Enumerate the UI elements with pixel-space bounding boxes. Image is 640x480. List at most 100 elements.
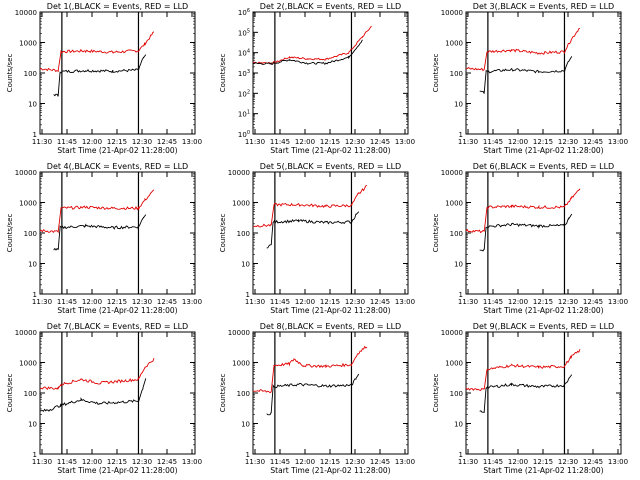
x-tick-label: 12:30	[558, 138, 578, 146]
lld-series-line	[39, 31, 155, 73]
y-tick-label: 1	[459, 131, 463, 139]
x-tick-label: 13:00	[182, 138, 202, 146]
y-tick-label: 100	[24, 390, 37, 398]
x-axis-label: Start Time (21-Apr-02 11:28:00)	[57, 466, 177, 475]
y-tick-label: 10000	[441, 169, 463, 177]
y-tick-label: 1000	[19, 200, 37, 208]
plot-frame	[39, 11, 196, 135]
chart-panel-4: Det 4(,BLACK = Events, RED = LLD 1 10 100 10…	[6, 162, 202, 315]
y-tick-label: 1000	[232, 200, 250, 208]
x-tick-label: 12:00	[82, 298, 102, 306]
x-axis-label: Start Time (21-Apr-02 11:28:00)	[57, 306, 177, 315]
x-tick-label: 12:15	[533, 138, 553, 146]
y-tick-label: 1	[459, 291, 463, 299]
events-series-line	[479, 56, 573, 94]
x-tick-label: 13:00	[395, 138, 415, 146]
x-tick-label: 12:00	[508, 458, 528, 466]
events-series-line	[53, 54, 147, 97]
chart-panel-8: Det 8(,BLACK = Events, RED = LLD 1 10 100 10…	[219, 322, 415, 475]
x-tick-label: 12:30	[558, 298, 578, 306]
x-tick-label: 12:45	[370, 458, 390, 466]
x-tick-label: 12:15	[533, 298, 553, 306]
x-tick-label: 11:30	[32, 298, 52, 306]
x-tick-label: 11:45	[483, 138, 503, 146]
y-tick-label: 1000	[445, 200, 463, 208]
x-tick-label: 13:00	[608, 458, 628, 466]
x-tick-label: 12:15	[107, 138, 127, 146]
x-tick-label: 11:45	[57, 298, 77, 306]
x-tick-label: 11:45	[270, 298, 290, 306]
y-tick-label: 1	[33, 451, 37, 459]
x-tick-label: 12:45	[157, 458, 177, 466]
x-axis-label: Start Time (21-Apr-02 11:28:00)	[57, 146, 177, 155]
y-tick-label: 101	[238, 110, 250, 119]
x-tick-label: 13:00	[182, 298, 202, 306]
lld-series-line	[252, 185, 368, 228]
plot-frame	[252, 171, 409, 295]
events-series-line	[266, 211, 360, 249]
y-tick-label: 10000	[228, 169, 250, 177]
y-tick-label: 10000	[15, 329, 37, 337]
y-tick-label: 1	[246, 291, 250, 299]
y-tick-label: 10	[241, 261, 250, 269]
x-tick-label: 12:15	[107, 458, 127, 466]
x-tick-label: 12:15	[320, 298, 340, 306]
chart-panel-6: Det 6(,BLACK = Events, RED = LLD 1 10 100 10…	[432, 162, 628, 315]
x-axis-label: Start Time (21-Apr-02 11:28:00)	[483, 306, 603, 315]
x-tick-label: 11:30	[245, 138, 265, 146]
chart-title: Det 2(,BLACK = Events, RED = LLD	[260, 2, 401, 11]
y-axis-label: Counts/sec	[219, 214, 227, 253]
x-tick-label: 12:00	[295, 458, 315, 466]
x-tick-label: 11:30	[458, 138, 478, 146]
chart-title: Det 3(,BLACK = Events, RED = LLD	[473, 2, 614, 11]
x-tick-label: 11:45	[483, 298, 503, 306]
x-tick-label: 12:00	[508, 298, 528, 306]
plot-frame	[39, 171, 196, 295]
y-tick-label: 1000	[445, 360, 463, 368]
x-tick-label: 12:00	[82, 138, 102, 146]
plot-frame	[465, 331, 622, 455]
y-tick-label: 10	[28, 261, 37, 269]
x-axis-label: Start Time (21-Apr-02 11:28:00)	[483, 146, 603, 155]
x-tick-label: 12:30	[132, 458, 152, 466]
y-tick-label: 10	[28, 421, 37, 429]
x-tick-label: 11:30	[245, 298, 265, 306]
y-tick-label: 106	[238, 8, 250, 17]
x-tick-label: 13:00	[608, 138, 628, 146]
x-tick-label: 13:00	[395, 298, 415, 306]
x-axis-label: Start Time (21-Apr-02 11:28:00)	[270, 306, 390, 315]
chart-panel-1: Det 1(,BLACK = Events, RED = LLD 1 10 100 10…	[6, 2, 202, 155]
chart-title: Det 9(,BLACK = Events, RED = LLD	[473, 322, 614, 331]
x-tick-label: 11:30	[458, 458, 478, 466]
x-tick-label: 12:00	[295, 138, 315, 146]
x-tick-label: 12:30	[345, 458, 365, 466]
y-tick-label: 1000	[19, 40, 37, 48]
y-tick-label: 100	[24, 230, 37, 238]
lld-series-line	[39, 189, 155, 234]
x-tick-label: 11:45	[270, 458, 290, 466]
x-tick-label: 13:00	[395, 458, 415, 466]
x-tick-label: 12:45	[370, 298, 390, 306]
chart-panel-2: Det 2(,BLACK = Events, RED = LLD 100 101 10…	[219, 2, 415, 155]
y-tick-label: 1000	[232, 360, 250, 368]
chart-title: Det 7(,BLACK = Events, RED = LLD	[47, 322, 188, 331]
x-tick-label: 12:45	[157, 138, 177, 146]
events-series-line	[252, 39, 363, 65]
y-tick-label: 1	[459, 451, 463, 459]
y-axis-label: Counts/sec	[432, 374, 440, 413]
x-tick-label: 12:00	[82, 458, 102, 466]
x-tick-label: 12:00	[295, 298, 315, 306]
x-tick-label: 12:15	[320, 138, 340, 146]
y-tick-label: 10000	[15, 169, 37, 177]
chart-panel-5: Det 5(,BLACK = Events, RED = LLD 1 10 100 10…	[219, 162, 415, 315]
y-tick-label: 1	[33, 131, 37, 139]
x-tick-label: 13:00	[608, 298, 628, 306]
x-tick-label: 12:45	[370, 138, 390, 146]
y-axis-label: Counts/sec	[219, 54, 227, 93]
events-series-line	[266, 373, 360, 416]
lld-series-line	[252, 345, 368, 394]
chart-title: Det 8(,BLACK = Events, RED = LLD	[260, 322, 401, 331]
y-tick-label: 103	[238, 69, 250, 78]
chart-title: Det 4(,BLACK = Events, RED = LLD	[47, 162, 188, 171]
x-tick-label: 12:45	[583, 298, 603, 306]
